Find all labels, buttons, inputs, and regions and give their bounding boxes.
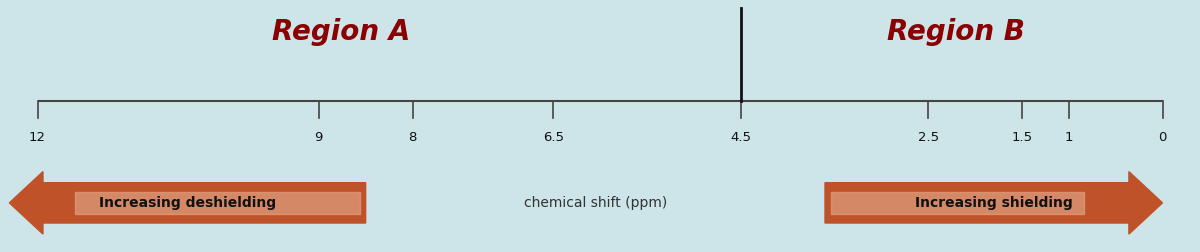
Text: 1: 1	[1064, 131, 1073, 144]
Text: 0: 0	[1158, 131, 1166, 144]
FancyArrow shape	[826, 172, 1163, 234]
FancyArrow shape	[74, 192, 360, 214]
Text: 2.5: 2.5	[918, 131, 938, 144]
Text: Region A: Region A	[272, 18, 410, 46]
Text: Increasing shielding: Increasing shielding	[914, 196, 1073, 210]
Text: 8: 8	[408, 131, 416, 144]
Text: Region B: Region B	[887, 18, 1025, 46]
Text: 9: 9	[314, 131, 323, 144]
Text: chemical shift (ppm): chemical shift (ppm)	[523, 196, 667, 210]
Text: Increasing deshielding: Increasing deshielding	[98, 196, 276, 210]
Text: 6.5: 6.5	[542, 131, 564, 144]
FancyArrow shape	[10, 172, 366, 234]
Text: 1.5: 1.5	[1012, 131, 1032, 144]
Text: 4.5: 4.5	[730, 131, 751, 144]
FancyArrow shape	[830, 192, 1084, 214]
Text: 12: 12	[29, 131, 46, 144]
